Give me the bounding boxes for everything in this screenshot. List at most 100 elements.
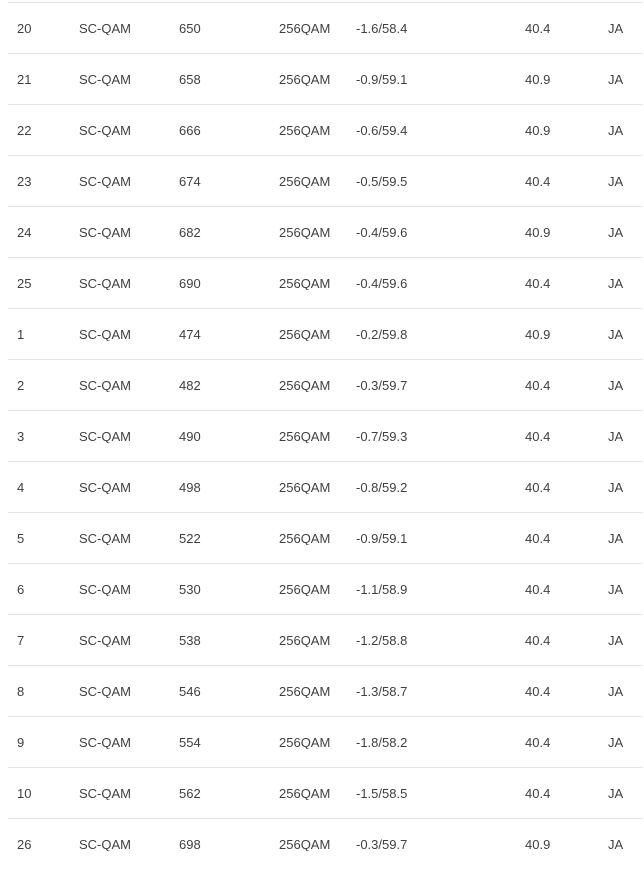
- modulation-cell: 256QAM: [279, 123, 331, 137]
- mer-cell: 40.4: [525, 429, 551, 443]
- table-row: 9 SC-QAM 554 256QAM -1.8/58.2 40.4 JA: [8, 716, 643, 767]
- power-snr-cell: -0.9/59.1: [356, 72, 408, 86]
- power-snr-cell: -0.3/59.7: [356, 837, 408, 851]
- frequency-cell: 482: [179, 378, 201, 392]
- locked-cell: JA: [608, 174, 624, 188]
- channel-id-cell: 8: [17, 684, 25, 698]
- power-snr-cell: -1.2/58.8: [356, 633, 408, 647]
- mer-cell: 40.4: [525, 786, 551, 800]
- channel-id-cell: 24: [17, 225, 32, 239]
- mer-cell: 40.9: [525, 225, 551, 239]
- mer-cell: 40.4: [525, 633, 551, 647]
- frequency-cell: 498: [179, 480, 201, 494]
- power-snr-cell: -0.3/59.7: [356, 378, 408, 392]
- mer-cell: 40.4: [525, 21, 551, 35]
- power-snr-cell: -1.6/58.4: [356, 21, 408, 35]
- locked-cell: JA: [608, 633, 624, 647]
- locked-cell: JA: [608, 429, 624, 443]
- power-snr-cell: -0.2/59.8: [356, 327, 408, 341]
- mer-cell: 40.9: [525, 837, 551, 851]
- frequency-cell: 562: [179, 786, 201, 800]
- channel-id-cell: 22: [17, 123, 32, 137]
- frequency-cell: 690: [179, 276, 201, 290]
- locked-cell: JA: [608, 684, 624, 698]
- channel-type-cell: SC-QAM: [79, 786, 131, 800]
- power-snr-cell: -1.1/58.9: [356, 582, 408, 596]
- locked-cell: JA: [608, 837, 624, 851]
- channel-id-cell: 21: [17, 72, 32, 86]
- table-row: 3 SC-QAM 490 256QAM -0.7/59.3 40.4 JA: [8, 410, 643, 461]
- frequency-cell: 538: [179, 633, 201, 647]
- locked-cell: JA: [608, 480, 624, 494]
- table-row: 1 SC-QAM 474 256QAM -0.2/59.8 40.9 JA: [8, 308, 643, 359]
- channel-type-cell: SC-QAM: [79, 276, 131, 290]
- mer-cell: 40.4: [525, 276, 551, 290]
- modulation-cell: 256QAM: [279, 735, 331, 749]
- modulation-cell: 256QAM: [279, 786, 331, 800]
- frequency-cell: 666: [179, 123, 201, 137]
- locked-cell: JA: [608, 378, 624, 392]
- mer-cell: 40.4: [525, 582, 551, 596]
- mer-cell: 40.9: [525, 123, 551, 137]
- modulation-cell: 256QAM: [279, 582, 331, 596]
- channel-id-cell: 26: [17, 837, 32, 851]
- channel-type-cell: SC-QAM: [79, 684, 131, 698]
- frequency-cell: 530: [179, 582, 201, 596]
- mer-cell: 40.4: [525, 735, 551, 749]
- table-row: 5 SC-QAM 522 256QAM -0.9/59.1 40.4 JA: [8, 512, 643, 563]
- channel-id-cell: 10: [17, 786, 32, 800]
- table-row: 24 SC-QAM 682 256QAM -0.4/59.6 40.9 JA: [8, 206, 643, 257]
- frequency-cell: 650: [179, 21, 201, 35]
- table-row: 7 SC-QAM 538 256QAM -1.2/58.8 40.4 JA: [8, 614, 643, 665]
- channel-type-cell: SC-QAM: [79, 837, 131, 851]
- channel-type-cell: SC-QAM: [79, 633, 131, 647]
- channel-type-cell: SC-QAM: [79, 480, 131, 494]
- channel-type-cell: SC-QAM: [79, 225, 131, 239]
- power-snr-cell: -0.4/59.6: [356, 225, 408, 239]
- modulation-cell: 256QAM: [279, 633, 331, 647]
- locked-cell: JA: [608, 582, 624, 596]
- locked-cell: JA: [608, 21, 624, 35]
- table-row: 21 SC-QAM 658 256QAM -0.9/59.1 40.9 JA: [8, 53, 643, 104]
- locked-cell: JA: [608, 531, 624, 545]
- modulation-cell: 256QAM: [279, 21, 331, 35]
- table-row: 26 SC-QAM 698 256QAM -0.3/59.7 40.9 JA: [8, 818, 643, 869]
- power-snr-cell: -1.3/58.7: [356, 684, 408, 698]
- modulation-cell: 256QAM: [279, 174, 331, 188]
- table-row: 2 SC-QAM 482 256QAM -0.3/59.7 40.4 JA: [8, 359, 643, 410]
- locked-cell: JA: [608, 72, 624, 86]
- modulation-cell: 256QAM: [279, 429, 331, 443]
- table-row: 10 SC-QAM 562 256QAM -1.5/58.5 40.4 JA: [8, 767, 643, 818]
- locked-cell: JA: [608, 276, 624, 290]
- frequency-cell: 490: [179, 429, 201, 443]
- power-snr-cell: -0.9/59.1: [356, 531, 408, 545]
- power-snr-cell: -0.5/59.5: [356, 174, 408, 188]
- table-row: 4 SC-QAM 498 256QAM -0.8/59.2 40.4 JA: [8, 461, 643, 512]
- locked-cell: JA: [608, 786, 624, 800]
- channel-type-cell: SC-QAM: [79, 582, 131, 596]
- modulation-cell: 256QAM: [279, 327, 331, 341]
- channel-id-cell: 7: [17, 633, 25, 647]
- channel-id-cell: 9: [17, 735, 25, 749]
- frequency-cell: 658: [179, 72, 201, 86]
- modulation-cell: 256QAM: [279, 480, 331, 494]
- channel-id-cell: 3: [17, 429, 25, 443]
- frequency-cell: 474: [179, 327, 201, 341]
- table-row: 23 SC-QAM 674 256QAM -0.5/59.5 40.4 JA: [8, 155, 643, 206]
- channel-id-cell: 25: [17, 276, 32, 290]
- channel-type-cell: SC-QAM: [79, 429, 131, 443]
- channel-type-cell: SC-QAM: [79, 21, 131, 35]
- power-snr-cell: -0.8/59.2: [356, 480, 408, 494]
- mer-cell: 40.4: [525, 174, 551, 188]
- channel-id-cell: 5: [17, 531, 25, 545]
- mer-cell: 40.4: [525, 531, 551, 545]
- modulation-cell: 256QAM: [279, 837, 331, 851]
- modulation-cell: 256QAM: [279, 72, 331, 86]
- table-row: 20 SC-QAM 650 256QAM -1.6/58.4 40.4 JA: [8, 2, 643, 53]
- channel-id-cell: 23: [17, 174, 32, 188]
- table-row: 6 SC-QAM 530 256QAM -1.1/58.9 40.4 JA: [8, 563, 643, 614]
- channel-type-cell: SC-QAM: [79, 174, 131, 188]
- modulation-cell: 256QAM: [279, 378, 331, 392]
- channel-type-cell: SC-QAM: [79, 531, 131, 545]
- frequency-cell: 554: [179, 735, 201, 749]
